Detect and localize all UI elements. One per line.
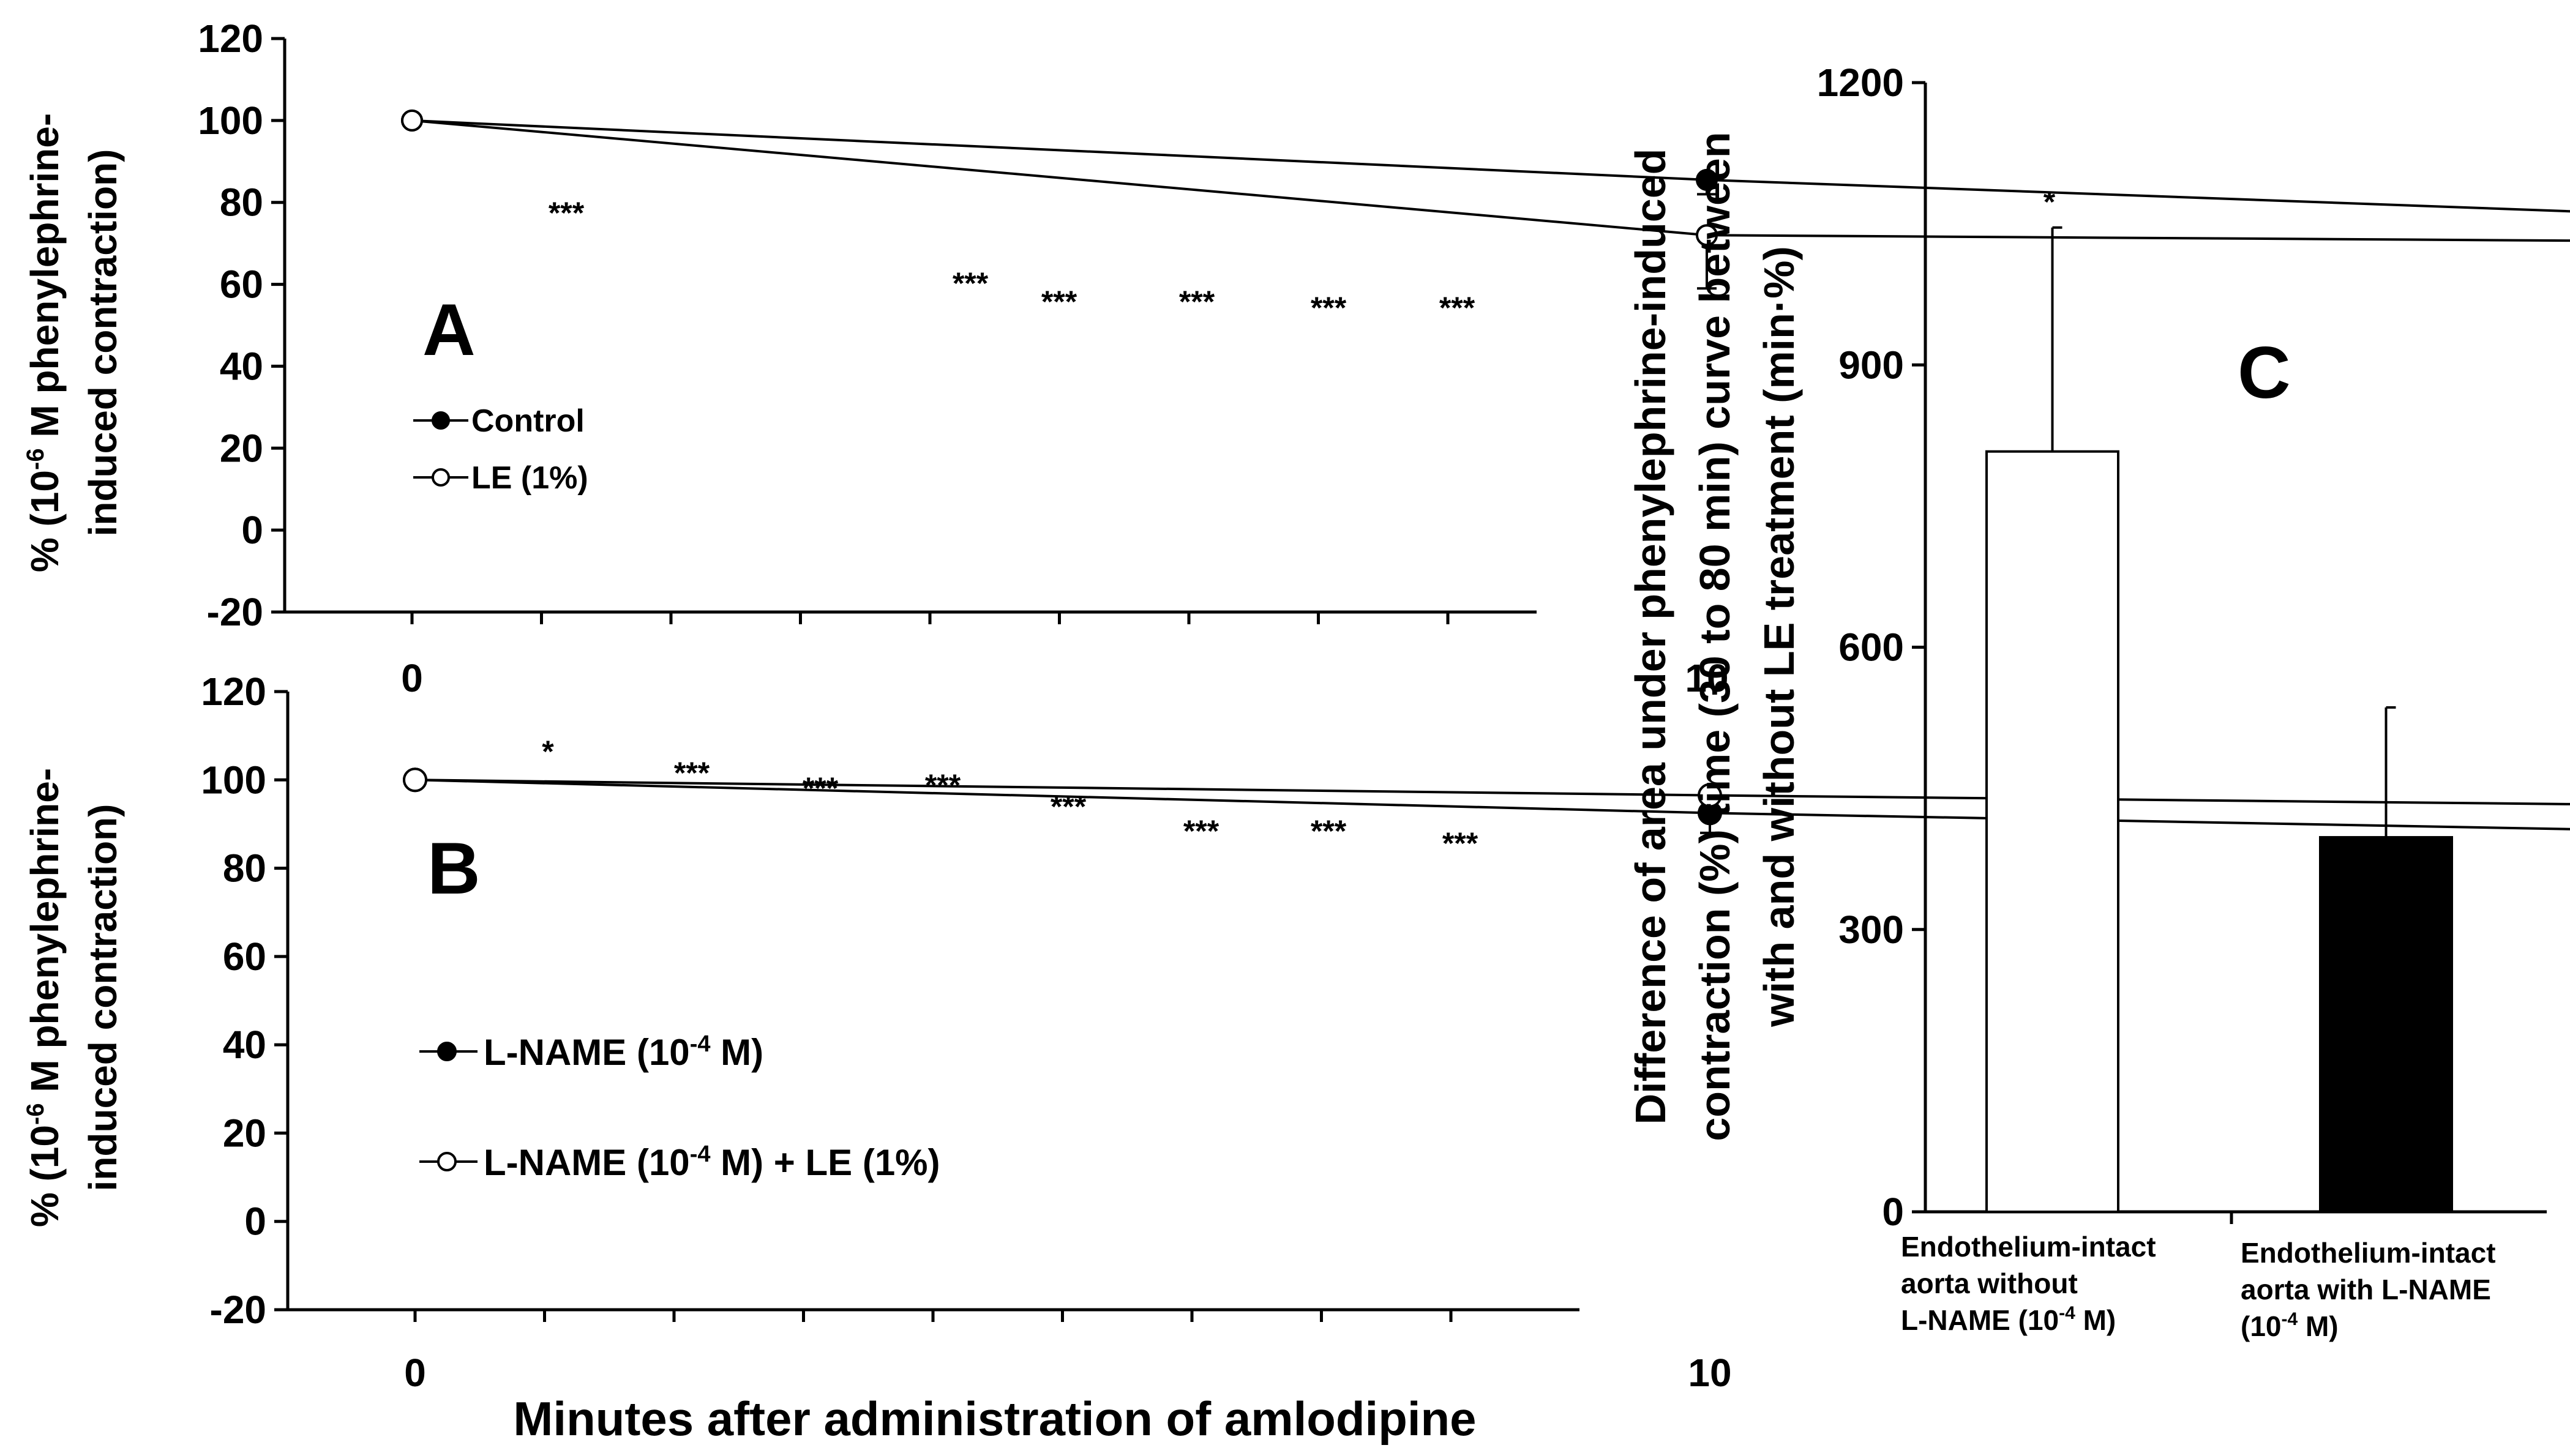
panel-a-y-tick-label: -20 xyxy=(207,590,264,634)
panel-b-point-2 xyxy=(1698,783,1722,808)
panel-a-point-2 xyxy=(1696,224,1718,247)
category-1-line2: aorta without xyxy=(1901,1267,2078,1299)
panel-c-category-2: Endothelium-intact aorta with L-NAME (10… xyxy=(2241,1237,2496,1342)
panel-b-xlabel: Minutes after administration of amlodipi… xyxy=(513,1392,1476,1446)
panel-b-y-tick-label: 80 xyxy=(223,846,266,890)
panel-a-legend: Control LE (1%) xyxy=(413,403,588,496)
panel-b-series-line-1 xyxy=(414,778,2570,831)
panel-a-significance: *** xyxy=(1041,285,1077,319)
panel-b-x-tick-label: 0 xyxy=(404,1351,426,1395)
panel-b-significance: *** xyxy=(1442,826,1478,861)
panel-a-x-tick-label: 0 xyxy=(401,656,423,700)
panel-a-x-tick-label: 10 xyxy=(1685,656,1728,700)
category-1-line3: L-NAME (10-4 M) xyxy=(1901,1303,2116,1336)
panel-b-chart: 120100806040200-2001020304050607080*****… xyxy=(201,670,2570,1395)
legend-marker-lname xyxy=(437,1042,457,1061)
panel-b-y-tick-label: 120 xyxy=(201,670,266,714)
legend-label-control: Control xyxy=(471,403,585,439)
panel-a-significance: *** xyxy=(1311,291,1347,325)
legend-label-lname-le: L-NAME (10-4 M) + LE (1%) xyxy=(484,1141,940,1183)
panel-b-significance: *** xyxy=(1051,790,1087,824)
panel-a-label: A xyxy=(422,289,476,371)
panel-c-bar-1 xyxy=(1985,450,2119,1214)
panel-b-significance: *** xyxy=(674,756,710,790)
panel-a-y-tick-label: 80 xyxy=(220,181,263,225)
panel-b-significance: *** xyxy=(1311,814,1347,848)
panel-c-significance: * xyxy=(2044,185,2056,219)
category-2-line2: aorta with L-NAME xyxy=(2241,1274,2491,1305)
panel-b-y-tick-label: 60 xyxy=(223,935,266,979)
panel-b-series-line-2 xyxy=(414,778,2570,805)
panel-a-ylabel-line2: induced contraction) xyxy=(81,149,125,537)
category-2-line3: (10-4 M) xyxy=(2241,1309,2339,1342)
panel-a-y-tick-label: 40 xyxy=(220,344,263,388)
panel-c-ylabel-line3: with and without LE treatment (min·%) xyxy=(1755,246,1803,1027)
panel-a-series-line-2 xyxy=(411,119,2570,242)
panel-b-significance: * xyxy=(542,734,554,769)
panel-a-chart: 120100806040200-2001020304050607080*****… xyxy=(198,17,2570,700)
panel-b-y-tick-label: 20 xyxy=(223,1111,266,1155)
panel-a-significance: *** xyxy=(953,266,989,301)
panel-a-point-2 xyxy=(401,109,423,132)
legend-marker-control xyxy=(432,411,450,430)
panel-a-y-tick-label: 100 xyxy=(198,99,263,143)
panel-a-y-tick-label: 60 xyxy=(220,263,263,307)
panel-b-significance: *** xyxy=(925,768,961,802)
legend-label-lname: L-NAME (10-4 M) xyxy=(484,1031,763,1073)
panel-a-y-tick-label: 120 xyxy=(198,17,263,61)
panel-c-category-1: Endothelium-intact aorta without L-NAME … xyxy=(1901,1231,2156,1336)
panel-a-series-line-1 xyxy=(411,119,2570,213)
panel-a-y-tick-label: 20 xyxy=(220,426,263,470)
panel-b-x-tick-label: 10 xyxy=(1688,1351,1731,1395)
panel-b-y-tick-label: 100 xyxy=(201,758,266,802)
panel-c-y-tick-label: 0 xyxy=(1882,1190,1904,1234)
panel-c-ylabel-line2: contraction (%) time (30 to 80 min) curv… xyxy=(1691,132,1739,1141)
panel-b-ylabel-line2: induced contraction) xyxy=(81,804,125,1192)
panel-c-y-tick-label: 900 xyxy=(1838,343,1904,387)
panel-a-point-1 xyxy=(1696,168,1718,191)
panel-b-point-2 xyxy=(403,767,427,793)
panel-c-y-tick-label: 300 xyxy=(1838,908,1904,952)
panel-c-chart: 1200 900 600 300 0 * xyxy=(1817,61,2547,1234)
panel-a-significance: *** xyxy=(549,196,585,230)
panel-c-ylabel-line1: Difference of area under phenylephrine-i… xyxy=(1627,149,1674,1125)
panel-c-y-tick-label: 1200 xyxy=(1817,61,1904,105)
category-2-line1: Endothelium-intact xyxy=(2241,1237,2496,1269)
category-1-line1: Endothelium-intact xyxy=(1901,1231,2156,1263)
panel-a-y-tick-label: 0 xyxy=(241,508,263,552)
panel-c-bar-2 xyxy=(2319,836,2453,1213)
panel-b-significance: *** xyxy=(1183,814,1219,848)
panel-b-label: B xyxy=(427,827,481,909)
panel-b-significance: *** xyxy=(803,771,839,805)
panel-a-significance: *** xyxy=(1179,285,1215,319)
panel-b-ylabel-line1: % (10-6 M phenylephrine- xyxy=(22,768,67,1227)
panel-b-y-tick-label: 40 xyxy=(223,1023,266,1067)
legend-marker-le xyxy=(432,468,450,487)
panel-b-y-tick-label: 0 xyxy=(244,1200,266,1244)
panel-c-label: C xyxy=(2238,332,2291,414)
panel-c-y-tick-label: 600 xyxy=(1838,625,1904,670)
legend-label-le: LE (1%) xyxy=(471,460,588,496)
panel-a-significance: *** xyxy=(1439,291,1475,325)
legend-marker-lname-le xyxy=(437,1152,457,1171)
panel-a-ylabel-line1: % (10-6 M phenylephrine- xyxy=(22,113,67,572)
panel-b-y-tick-label: -20 xyxy=(210,1288,267,1332)
panel-b-legend: L-NAME (10-4 M) L-NAME (10-4 M) + LE (1%… xyxy=(419,1031,940,1183)
